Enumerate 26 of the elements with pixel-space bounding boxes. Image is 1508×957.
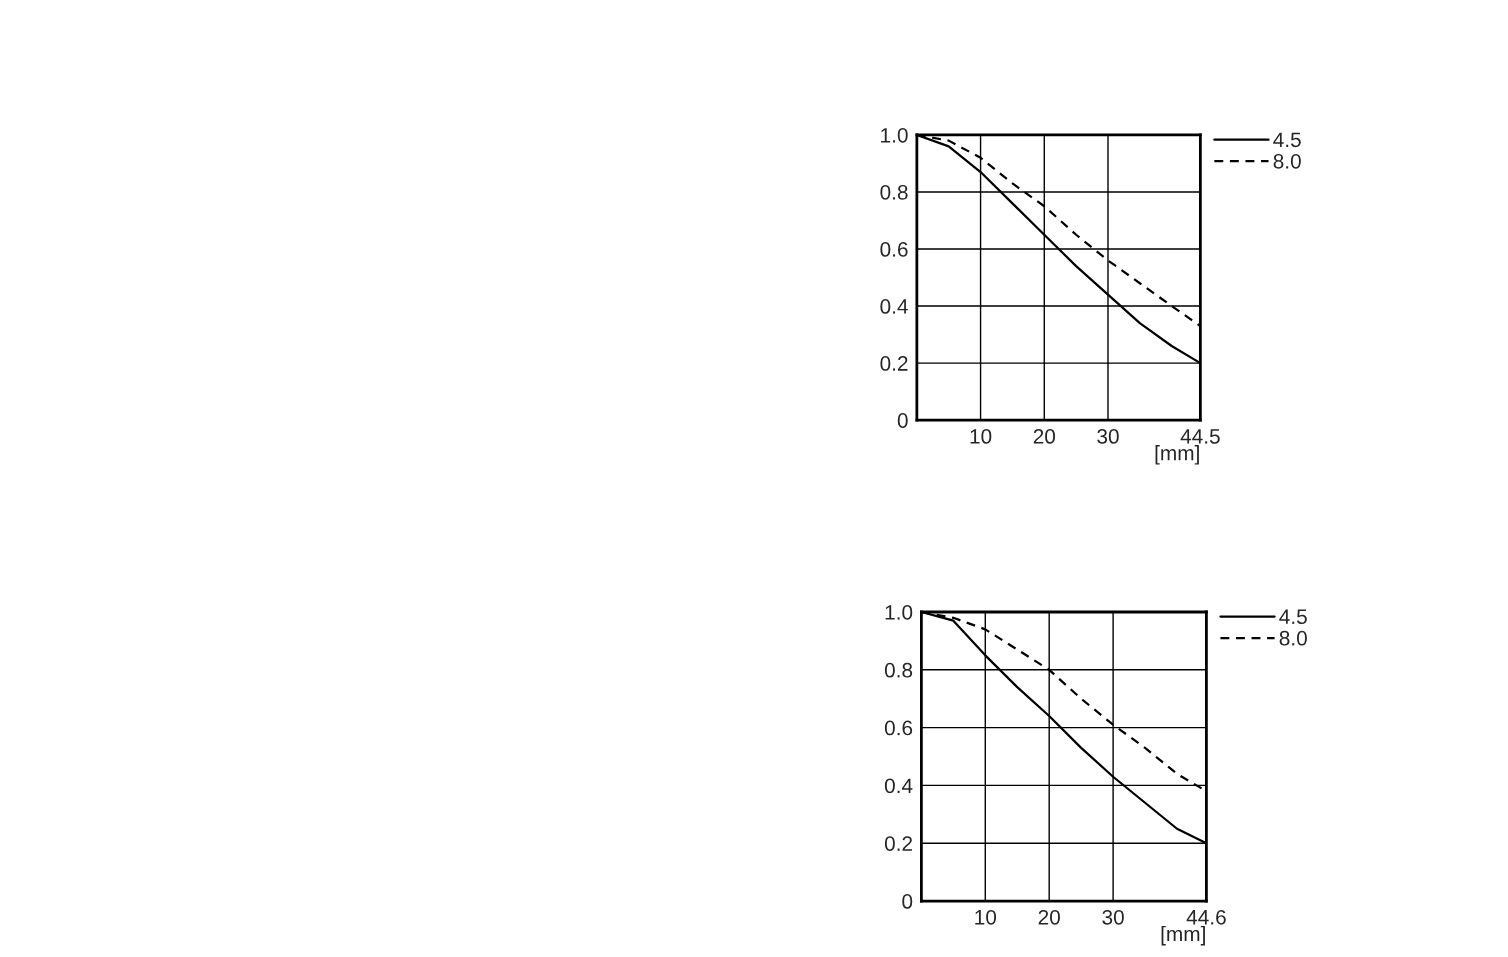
y-tick-label: 1.0 <box>881 127 908 143</box>
y-tick-label: 0.4 <box>884 778 913 794</box>
legend-label: 4.5 <box>1279 609 1307 625</box>
y-tick-label: 0 <box>897 413 908 428</box>
y-tick-label: 0.2 <box>884 836 913 851</box>
legend-label: 4.5 <box>1273 132 1301 148</box>
x-tick-label: 10 <box>975 909 997 925</box>
y-tick-label: 0.4 <box>880 299 908 314</box>
y-tick-label: 0.6 <box>884 720 913 736</box>
y-tick-label: 1.0 <box>885 605 913 620</box>
legend-label: 8.0 <box>1273 153 1301 169</box>
legend-label: 8.0 <box>1279 630 1307 646</box>
x-axis-title: [mm] <box>1161 925 1205 946</box>
x-tick-label: 30 <box>1102 909 1124 925</box>
x-tick-label: 44.6 <box>1186 909 1226 925</box>
x-axis-title: [mm] <box>1155 445 1199 465</box>
y-tick-label: 0.8 <box>884 662 913 678</box>
y-tick-label: 0.8 <box>880 184 908 200</box>
x-tick-label: 20 <box>1038 909 1060 925</box>
y-tick-label: 0 <box>902 894 913 909</box>
x-tick-label: 30 <box>1097 429 1119 444</box>
x-tick-label: 10 <box>970 429 992 444</box>
x-tick-label: 20 <box>1033 429 1056 444</box>
y-tick-label: 0.2 <box>880 356 908 371</box>
x-tick-label: 44.5 <box>1180 429 1220 444</box>
y-tick-label: 0.6 <box>880 242 908 257</box>
